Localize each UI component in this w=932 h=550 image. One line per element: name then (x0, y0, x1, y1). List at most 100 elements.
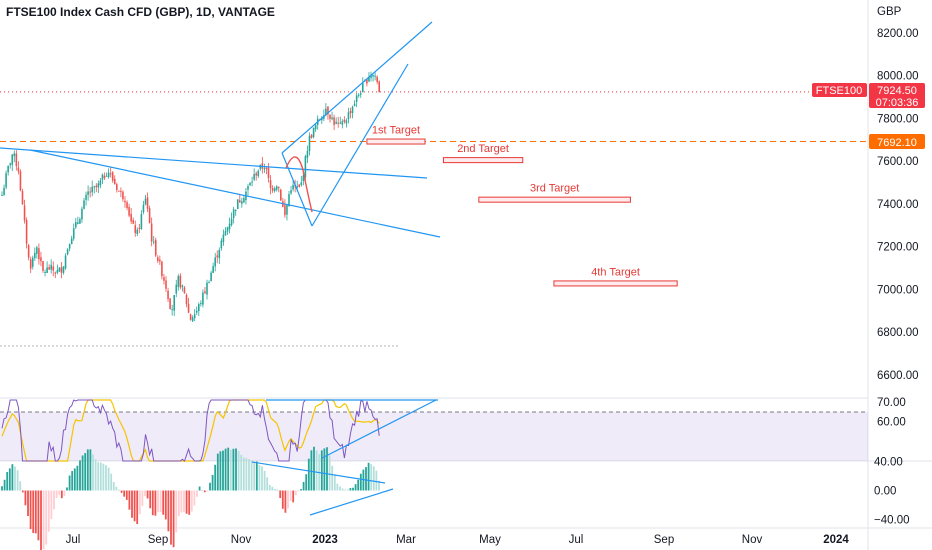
macd-lower-trendline[interactable] (309, 488, 394, 516)
macd-bar (63, 490, 66, 497)
price-axis[interactable]: 8200.00 8000.00 7800.00 7600.00 7400.00 7200.… (877, 28, 919, 382)
macd-bar (175, 490, 178, 533)
candle-body (351, 106, 354, 114)
wedge-upper-line[interactable] (281, 21, 433, 154)
candle-body (241, 201, 243, 204)
macd-bar (183, 490, 185, 513)
macd-bar (105, 465, 107, 491)
symbol-badge-bg (812, 83, 867, 97)
target-box[interactable] (366, 138, 426, 145)
macd-bar (188, 490, 191, 515)
candle-body (193, 314, 196, 319)
candle-body (216, 255, 219, 258)
macd-bar (261, 466, 263, 491)
macd-bar (341, 488, 344, 491)
macd-bar (125, 490, 128, 500)
macd-bar (300, 489, 302, 491)
candle-body (308, 135, 311, 152)
candle-body (290, 190, 292, 194)
macd-bar (1, 486, 3, 491)
price-tick-label: 7800.00 (877, 113, 919, 125)
candle-body (1, 194, 3, 196)
candle-body (105, 175, 108, 177)
candle-body (157, 257, 159, 261)
macd-bar (19, 481, 22, 491)
candle-body (146, 197, 149, 209)
candle-body (187, 303, 190, 313)
wedge-lower-line[interactable] (311, 63, 409, 227)
macd-bar (240, 454, 243, 491)
time-axis[interactable]: Jul Sep Nov 2023 Mar May Jul Sep Nov 2024 (66, 534, 850, 546)
macd-bar (198, 486, 201, 491)
macd-bar (136, 490, 139, 525)
macd-bar (323, 448, 326, 491)
candle-body (255, 173, 257, 176)
macd-bar (196, 490, 198, 497)
macd-bar (279, 490, 282, 499)
macd-bar (287, 490, 289, 509)
target-box[interactable] (553, 280, 678, 287)
price-tick-label: 7200.00 (877, 242, 919, 254)
price-tick-label: 6600.00 (877, 370, 919, 382)
macd-bar (185, 490, 188, 514)
macd-bar (149, 490, 152, 509)
macd-bar (253, 462, 256, 491)
trendline-lower[interactable] (29, 149, 441, 238)
price-badge-value: 7924.50 (877, 85, 917, 97)
macd-bar (146, 490, 149, 499)
candle-body (230, 218, 233, 225)
target-box[interactable] (442, 157, 524, 164)
macd-bar (216, 453, 219, 491)
price-tick-label: 7600.00 (877, 156, 919, 168)
macd-bar (292, 490, 295, 503)
macd-bar (123, 490, 126, 497)
target-box[interactable] (478, 196, 631, 203)
trendlines[interactable] (0, 21, 441, 516)
time-tick-label: 2024 (823, 534, 849, 546)
candle-body (372, 74, 374, 77)
candle-body (349, 110, 352, 114)
candle-body (247, 186, 249, 190)
macd-tick-label: 40.00 (874, 457, 903, 469)
macd-bar (14, 466, 16, 491)
candle-body (118, 190, 120, 192)
candle-body (306, 150, 309, 158)
macd-bar (297, 490, 300, 492)
candle-body (89, 191, 91, 193)
macd-bar (206, 490, 209, 492)
macd-bar (352, 487, 354, 491)
macd-bar (45, 490, 48, 545)
candle-body (325, 108, 327, 115)
time-tick-label: Jul (569, 534, 584, 546)
macd-bar (365, 467, 367, 491)
trendline-upper[interactable] (0, 147, 428, 179)
rsi-rising-line[interactable] (321, 399, 437, 459)
macd-upper-trendline[interactable] (251, 461, 386, 484)
candle-body (183, 287, 186, 294)
macd-bar (27, 490, 29, 517)
candle-body (189, 314, 192, 320)
macd-bar (245, 458, 248, 491)
targets-group[interactable]: 1st Target 2nd Target 3rd Target 4th Target (366, 125, 678, 287)
candle-body (13, 153, 16, 157)
macd-bar (372, 466, 375, 491)
candle-body (222, 234, 225, 243)
macd-bar (144, 490, 146, 497)
price-badge-bg (869, 83, 925, 108)
candle-body (101, 174, 104, 180)
candle-body (15, 153, 18, 167)
macd-bar (159, 490, 162, 513)
macd-bar (201, 490, 204, 492)
candle-body (111, 172, 114, 181)
candle-body (116, 184, 118, 191)
candle-body (300, 182, 303, 185)
candle-body (48, 267, 50, 270)
rsi-tick-label: 60.00 (877, 417, 906, 429)
candle-body (9, 163, 11, 166)
macd-bar (294, 490, 297, 496)
candle-body (19, 171, 22, 191)
candle-body (136, 229, 139, 235)
candle-body (62, 266, 65, 273)
candle-body (239, 200, 241, 203)
